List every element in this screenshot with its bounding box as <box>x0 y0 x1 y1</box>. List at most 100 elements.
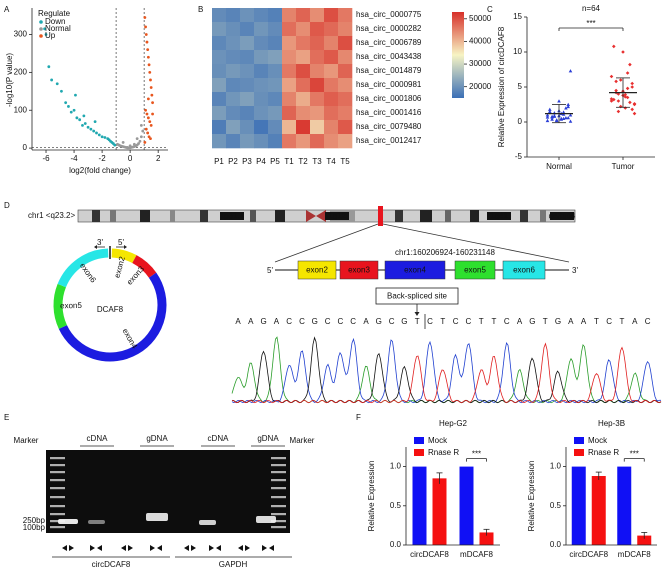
column-label: P1 <box>214 157 224 166</box>
point <box>93 120 97 123</box>
point <box>552 113 557 118</box>
column-label: P3 <box>242 157 252 166</box>
primer-arrow <box>128 545 133 551</box>
point <box>144 127 148 131</box>
x-tick-label: mDCAF8 <box>460 550 493 559</box>
chart-title: n=64 <box>582 4 601 13</box>
point <box>44 33 48 36</box>
heat-cell <box>324 78 339 93</box>
heat-cell <box>226 50 241 65</box>
heat-cell <box>310 64 325 79</box>
column-label: T2 <box>298 157 308 166</box>
y-tick-label: -5 <box>515 152 523 161</box>
heat-cell <box>282 50 297 65</box>
heat-cell <box>268 134 283 149</box>
heat-cell <box>240 134 255 149</box>
point <box>559 117 564 121</box>
heat-cell <box>338 78 353 93</box>
x-tick-label: Normal <box>546 162 572 171</box>
heat-cell <box>282 22 297 37</box>
annotation: *** <box>586 19 595 28</box>
point <box>148 70 152 74</box>
heat-cell <box>310 50 325 65</box>
chromosome-band <box>170 210 175 222</box>
heat-cell <box>324 50 339 65</box>
band-label: 1q12 <box>328 212 346 221</box>
point <box>564 106 568 110</box>
primer-arrow <box>209 545 214 551</box>
heat-cell <box>268 92 283 107</box>
heat-cell <box>212 50 227 65</box>
point <box>121 141 125 144</box>
heat-cell <box>338 92 353 107</box>
primer-arrow <box>62 545 67 551</box>
circle-exon <box>58 272 167 362</box>
point <box>149 137 152 141</box>
heat-cell <box>212 8 227 23</box>
point <box>97 133 101 137</box>
lane-label: gDNA <box>257 434 279 443</box>
y-tick-label: 0.0 <box>390 540 402 549</box>
band-label-bg <box>550 212 574 220</box>
point <box>74 93 77 97</box>
heat-cell <box>268 8 283 23</box>
point <box>55 82 59 86</box>
chromosome-band <box>275 210 285 222</box>
heat-cell <box>254 22 269 37</box>
base: C <box>338 317 344 326</box>
y-tick-label: 1.0 <box>390 462 402 471</box>
chromosome-label: chr1 <q23.2> <box>28 211 75 220</box>
heat-cell <box>338 134 353 149</box>
legend-swatch <box>574 437 584 444</box>
ladder-band <box>50 471 65 474</box>
point <box>623 92 628 97</box>
point <box>125 146 129 150</box>
heat-cell <box>240 92 255 107</box>
point <box>151 112 154 116</box>
centromere <box>306 210 316 222</box>
point <box>566 104 570 109</box>
heat-cell <box>282 106 297 121</box>
row-label: hsa_circ_0001806 <box>356 94 422 103</box>
heat-cell <box>254 8 269 23</box>
heat-cell <box>338 8 353 23</box>
circle-end: 5' <box>118 238 124 247</box>
base: G <box>260 317 266 326</box>
chromosome-band <box>445 210 451 222</box>
row-label: hsa_circ_0043438 <box>356 52 422 61</box>
ladder-band <box>50 464 65 467</box>
heat-cell <box>324 134 339 149</box>
point <box>609 99 614 103</box>
base: A <box>274 317 280 326</box>
heat-cell <box>296 134 311 149</box>
exon-label: exon2 <box>306 266 328 275</box>
circle-exon <box>132 255 157 278</box>
primer-arrow <box>216 545 221 551</box>
point <box>146 55 150 59</box>
column-label: P2 <box>228 157 238 166</box>
point <box>545 115 550 119</box>
primer-arrow <box>238 545 243 551</box>
point <box>568 69 573 73</box>
point <box>50 78 54 82</box>
heat-cell <box>226 120 241 135</box>
heat-cell <box>240 8 255 23</box>
ladder-band <box>271 471 286 474</box>
y-tick-label: 100 <box>14 105 28 114</box>
point <box>612 44 616 49</box>
heat-cell <box>282 120 297 135</box>
point <box>43 27 47 31</box>
base: C <box>286 317 292 326</box>
circle-exon <box>111 248 137 264</box>
heat-cell <box>338 106 353 121</box>
point <box>630 85 634 89</box>
point <box>628 100 632 105</box>
column-label: T3 <box>312 157 322 166</box>
point <box>632 102 637 106</box>
row-label: hsa_circ_0001416 <box>356 108 422 117</box>
primer-arrow <box>184 545 189 551</box>
heat-cell <box>282 134 297 149</box>
base: A <box>581 317 587 326</box>
ladder-band <box>271 464 286 467</box>
ladder-band <box>50 520 65 523</box>
